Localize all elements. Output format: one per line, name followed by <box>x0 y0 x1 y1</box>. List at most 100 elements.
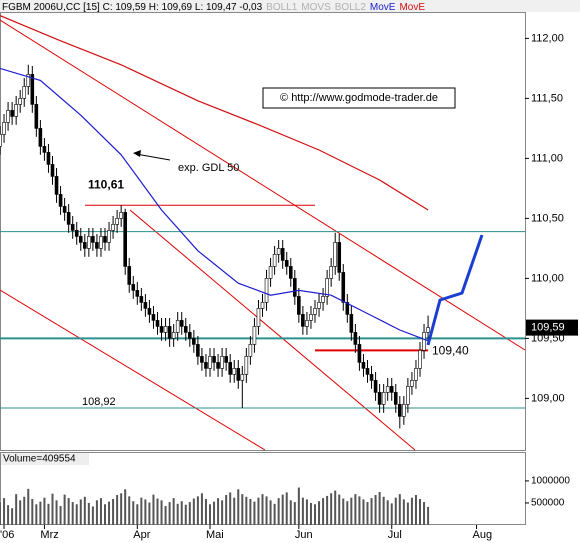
candle-body <box>183 326 188 333</box>
volume-bar <box>330 493 333 525</box>
forecast-path <box>426 234 484 346</box>
volume-bar <box>277 498 280 525</box>
candle-body <box>2 122 6 135</box>
volume-bar <box>338 494 341 525</box>
volume-bar <box>43 497 46 525</box>
candle-body <box>369 374 374 381</box>
legend-entry: BOLL1 <box>266 2 298 13</box>
volume-bar <box>358 496 361 525</box>
candle-body <box>305 320 309 327</box>
candle-body <box>385 386 390 393</box>
candle-body <box>66 212 71 225</box>
volume-bar <box>281 494 284 525</box>
level-label: 108,92 <box>82 396 116 408</box>
volume-bar <box>374 495 377 525</box>
copyright-box <box>262 87 456 109</box>
candle-body <box>70 224 75 231</box>
volume-label: Volume=409554 <box>3 454 76 465</box>
arrow-head <box>133 150 141 157</box>
volume-bar <box>140 497 143 525</box>
volume-bar <box>261 494 264 525</box>
volume-bar <box>390 503 393 525</box>
candle-body <box>357 344 362 363</box>
x-tick-label: Mrz <box>40 529 58 541</box>
volume-bar <box>15 494 18 525</box>
volume-bar <box>378 491 381 525</box>
candle-body <box>159 326 164 333</box>
candle-body <box>414 368 418 381</box>
candle-body <box>62 206 67 213</box>
candle-body <box>188 332 192 339</box>
candle-body <box>244 356 249 375</box>
candle-body <box>111 224 115 231</box>
volume-bar <box>11 508 14 525</box>
volume-bar <box>152 494 155 525</box>
candle-body <box>333 242 337 267</box>
volume-bar <box>168 502 171 525</box>
volume-bar <box>427 506 430 525</box>
candle-body <box>99 236 103 249</box>
copyright: © http://www.godmode-trader.de <box>280 92 438 104</box>
volume-tick-label: 1000000 <box>531 476 570 487</box>
candle-body <box>58 194 63 207</box>
candle-body <box>341 272 346 303</box>
x-tick-label: Jul <box>388 529 402 541</box>
candle-body <box>200 356 204 363</box>
volume-bar <box>112 498 115 525</box>
candle-body <box>143 302 148 309</box>
volume-bar <box>144 499 147 525</box>
volume-bar <box>7 505 10 525</box>
candle-body <box>115 218 119 225</box>
volume-bar <box>67 498 70 525</box>
volume-bar <box>233 497 236 525</box>
moving-average <box>0 15 429 211</box>
candle-body <box>224 356 228 363</box>
volume-bar <box>160 500 163 525</box>
y-tick-label: 110,00 <box>531 272 564 284</box>
candle-body <box>26 74 31 87</box>
candle-body <box>167 326 172 339</box>
volume-bar <box>249 498 252 525</box>
legend-entry: MOVS <box>301 2 331 13</box>
candle-body <box>155 320 160 327</box>
volume-bar <box>221 500 224 525</box>
volume-bar <box>354 494 357 525</box>
candle-body <box>91 236 95 243</box>
y-tick-label: 111,50 <box>531 92 563 104</box>
level-label: 110,61 <box>88 177 124 191</box>
volume-bar <box>414 495 417 525</box>
volume-bar <box>285 492 288 525</box>
volume-bar <box>19 500 22 525</box>
volume-bar <box>370 498 373 525</box>
candle-body <box>151 314 156 321</box>
candle-body <box>103 236 107 243</box>
header-text: FGBM 2006U,CC [15] C: 109,59 H: 109,69 L… <box>2 2 263 13</box>
volume-bar <box>83 496 86 525</box>
candle-body <box>220 356 224 369</box>
volume-bar <box>225 495 228 525</box>
candle-body <box>264 278 269 303</box>
legend-entry: MovE <box>370 2 396 13</box>
volume-bar <box>289 500 292 525</box>
volume-bar <box>318 501 321 525</box>
candle-body <box>256 308 261 327</box>
volume-bar <box>402 499 405 525</box>
volume-bar <box>55 500 58 525</box>
x-tick-label: Jun <box>295 529 313 541</box>
volume-bar <box>305 499 308 525</box>
candle-body <box>232 368 237 375</box>
volume-bar <box>406 502 409 525</box>
candle-body <box>0 134 2 147</box>
candle-body <box>131 284 136 291</box>
volume-bar <box>419 498 421 525</box>
legend-entry: MovE <box>399 2 425 13</box>
candle-body <box>297 296 301 315</box>
candle-body <box>349 314 354 333</box>
volume-bar <box>108 501 111 525</box>
volume-bar <box>241 494 244 525</box>
candle-body <box>309 314 313 321</box>
volume-bar <box>128 496 131 525</box>
candle-body <box>46 152 51 165</box>
candle-body <box>179 320 184 327</box>
